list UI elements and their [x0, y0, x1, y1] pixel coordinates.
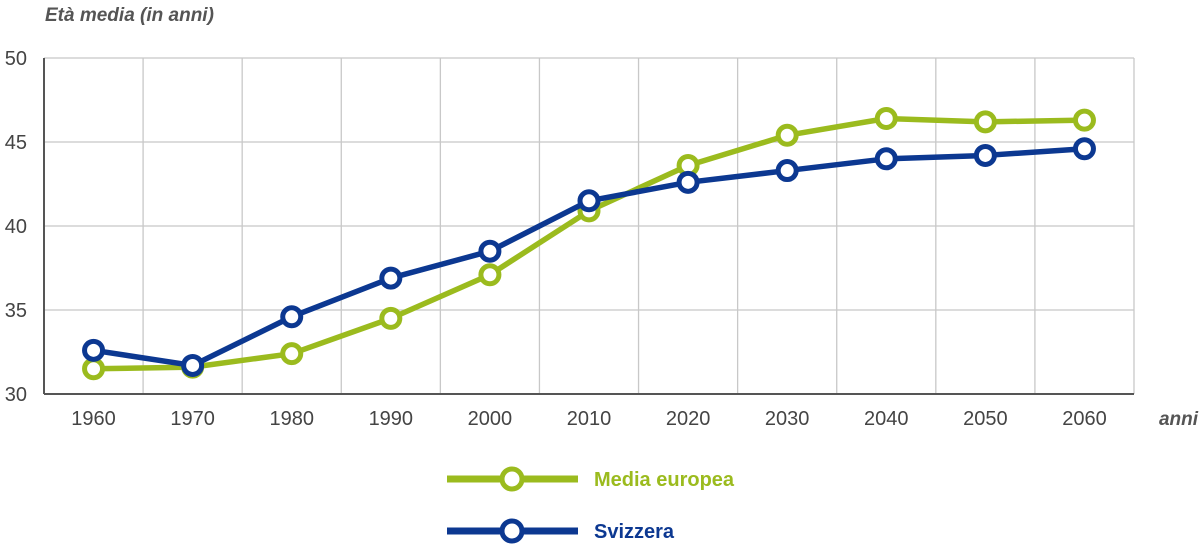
tick-labels: 30 35 40 45 50 1960 1970 1980 1990 2000 2010 2020 20… — [5, 48, 1107, 430]
x-tick-label: 2020 — [666, 408, 711, 430]
y-tick-label: 50 — [5, 48, 27, 70]
data-point-1 — [82, 338, 106, 362]
x-tick-label: 1960 — [71, 408, 116, 430]
y-tick-label: 30 — [5, 384, 27, 406]
x-tick-label: 2050 — [963, 408, 1008, 430]
data-point-0 — [775, 123, 799, 147]
data-point-1 — [181, 353, 205, 377]
data-point-1 — [280, 305, 304, 329]
x-axis-title: anni — [1159, 409, 1199, 430]
grid — [44, 57, 1135, 394]
legend-label-1: Svizzera — [594, 521, 675, 543]
data-point-0 — [874, 106, 898, 130]
legend-marker-0 — [499, 466, 525, 492]
data-point-0 — [1072, 108, 1096, 132]
legend: Media europea Svizzera — [447, 466, 735, 544]
legend-marker-1 — [499, 518, 525, 544]
data-point-1 — [478, 239, 502, 263]
x-tick-label: 2040 — [864, 408, 909, 430]
series — [82, 106, 1096, 381]
x-tick-label: 2060 — [1062, 408, 1107, 430]
x-tick-label: 2030 — [765, 408, 810, 430]
data-point-1 — [973, 143, 997, 167]
x-tick-label: 1980 — [269, 408, 314, 430]
y-tick-label: 35 — [5, 300, 27, 322]
x-tick-label: 1970 — [170, 408, 215, 430]
data-point-1 — [676, 170, 700, 194]
data-point-0 — [379, 306, 403, 330]
data-point-0 — [280, 342, 304, 366]
data-point-1 — [379, 266, 403, 290]
x-tick-label: 1990 — [369, 408, 414, 430]
data-point-1 — [874, 147, 898, 171]
data-point-0 — [973, 110, 997, 134]
x-tick-label: 2000 — [468, 408, 513, 430]
axes — [43, 58, 1134, 395]
legend-label-0: Media europea — [594, 469, 735, 491]
data-point-1 — [577, 189, 601, 213]
data-point-1 — [1072, 137, 1096, 161]
x-tick-label: 2010 — [567, 408, 612, 430]
data-point-0 — [478, 263, 502, 287]
data-point-0 — [82, 357, 106, 381]
data-point-1 — [775, 159, 799, 183]
y-tick-label: 45 — [5, 132, 27, 154]
y-axis-title: Età media (in anni) — [45, 5, 214, 26]
y-tick-label: 40 — [5, 216, 27, 238]
